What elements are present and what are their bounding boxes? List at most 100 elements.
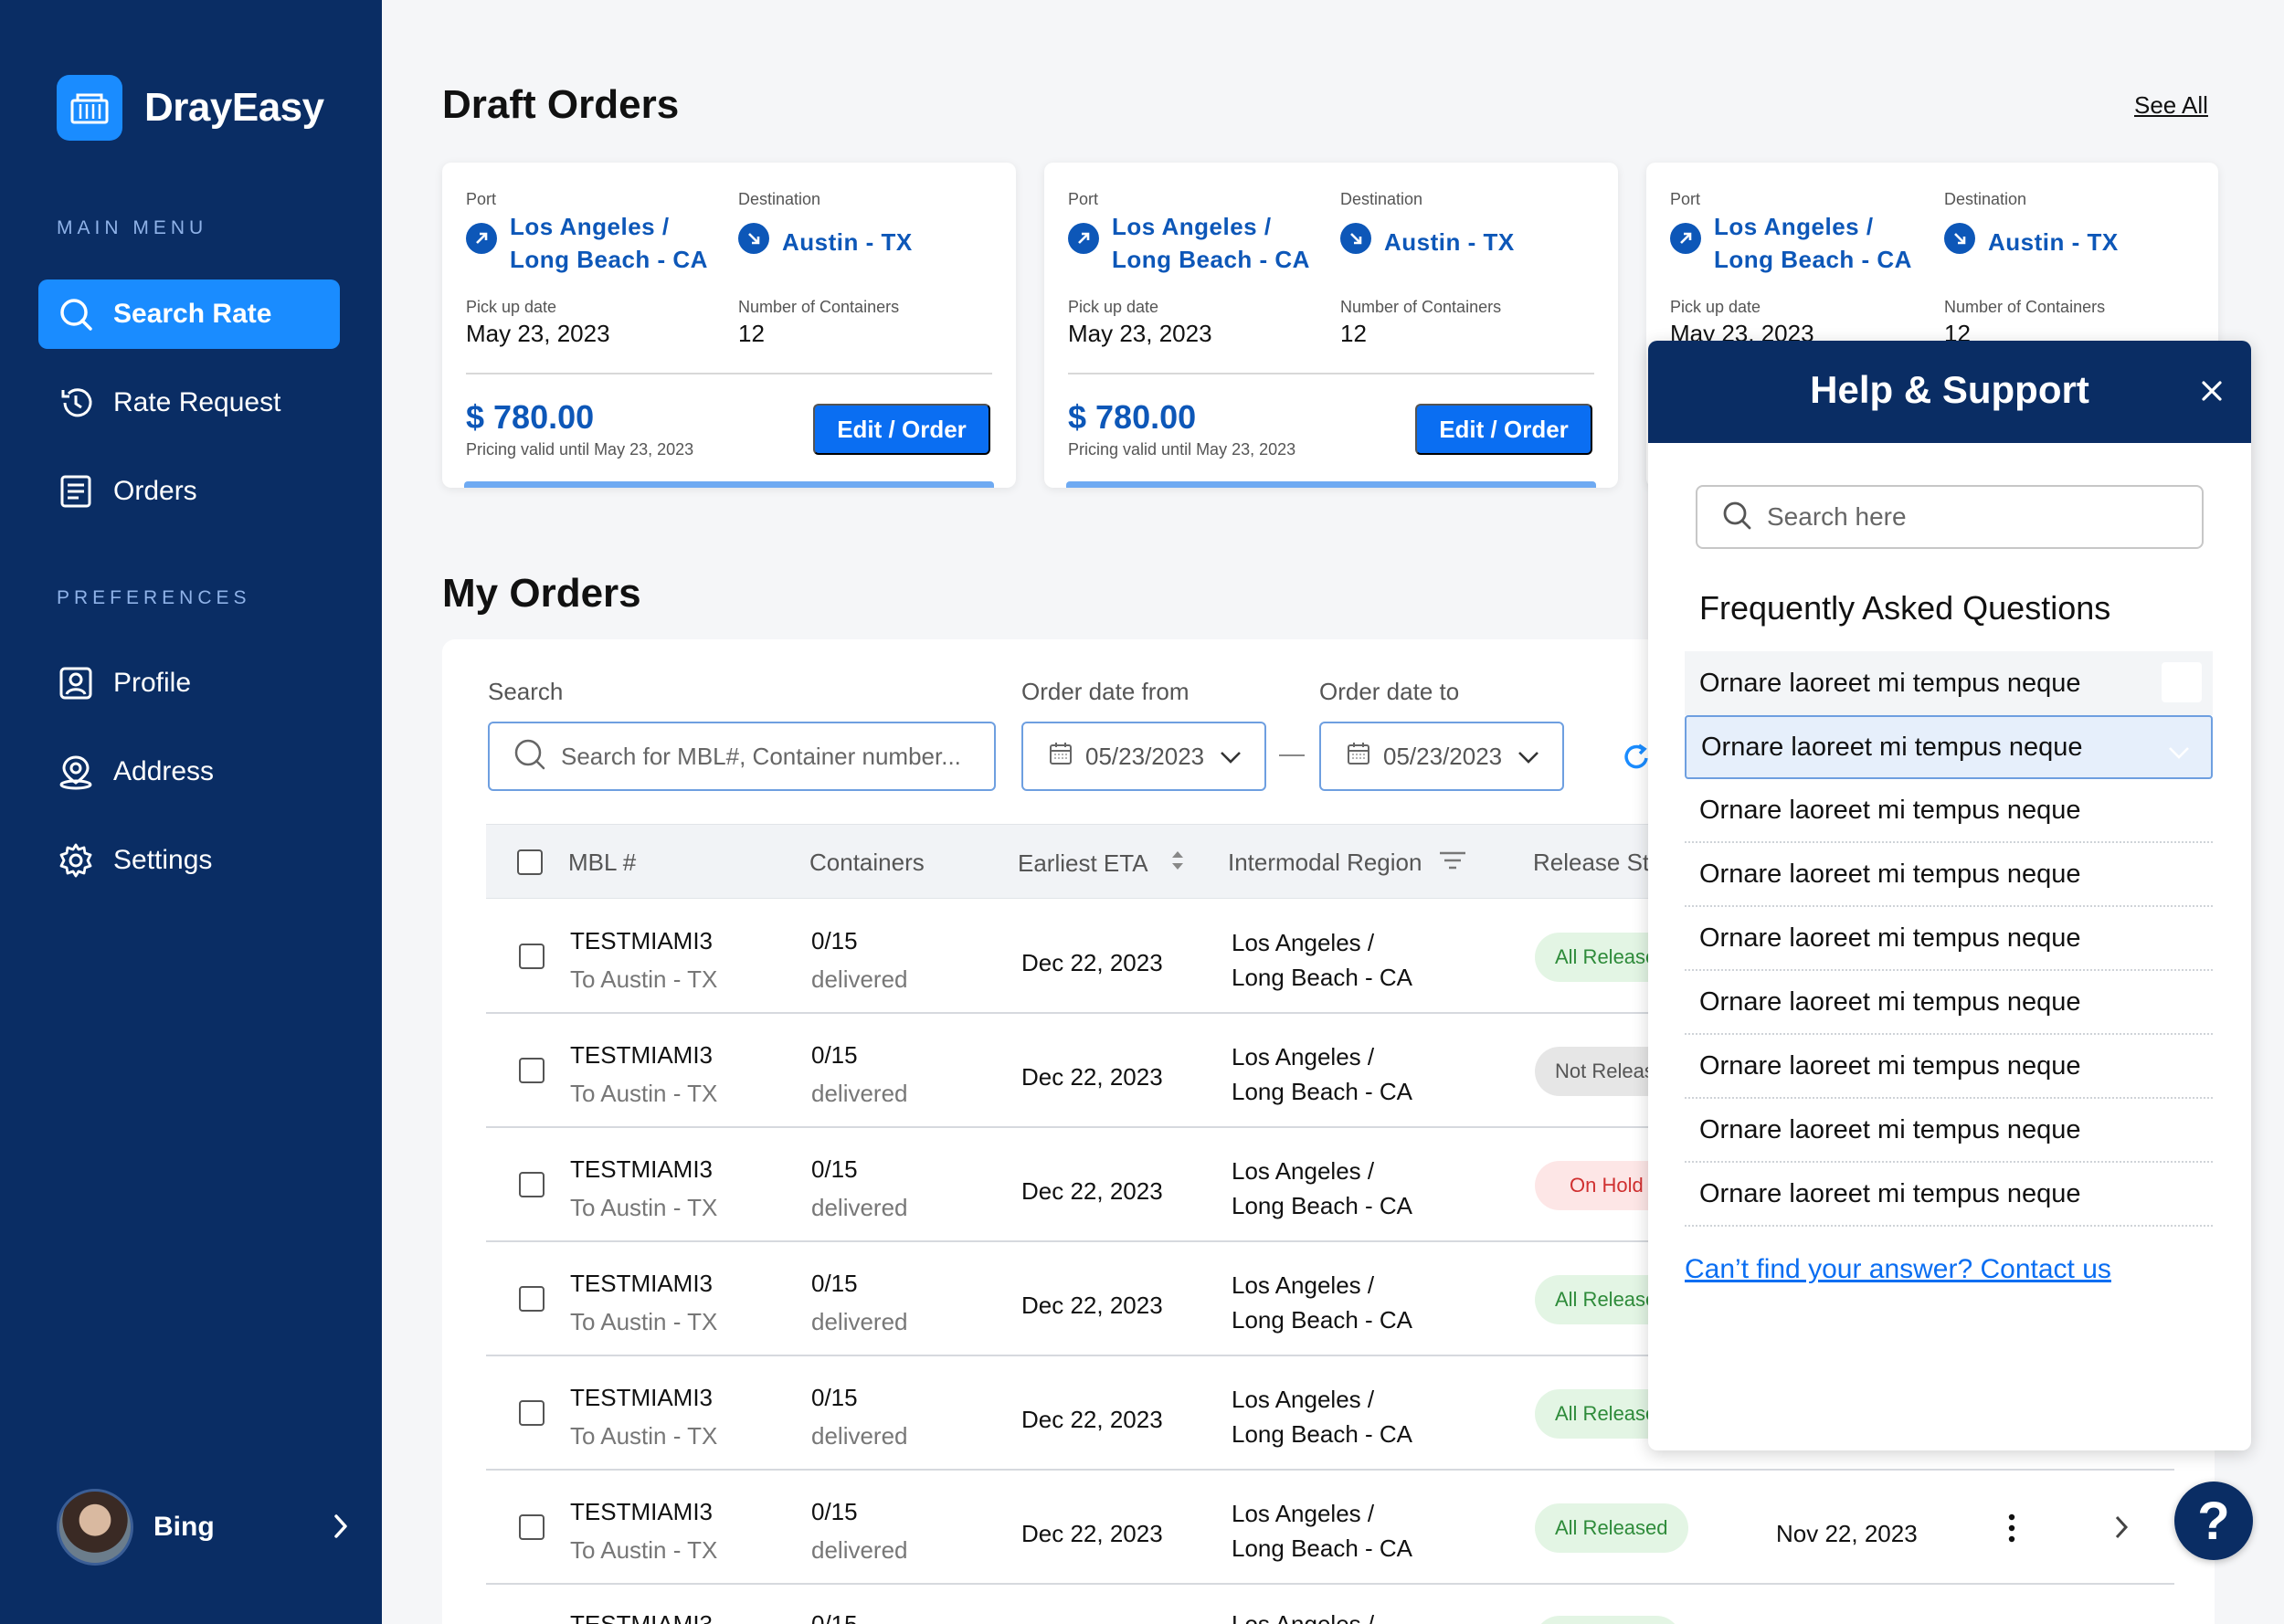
faq-item[interactable]: Ornare laoreet mi tempus neque (1685, 971, 2213, 1035)
faq-item[interactable]: Ornare laoreet mi tempus neque (1685, 1099, 2213, 1163)
price: $ 780.00 (1068, 398, 1197, 436)
date-range-dash (1279, 754, 1305, 756)
region-line1: Los Angeles / (1232, 1271, 1375, 1299)
region-line1: Los Angeles / (1232, 1386, 1375, 1413)
select-all-checkbox[interactable] (517, 849, 543, 875)
sidebar-item-settings[interactable]: Settings (38, 826, 340, 895)
faq-item[interactable]: Ornare laoreet mi tempus neque (1685, 1163, 2213, 1227)
row-checkbox[interactable] (519, 1286, 545, 1312)
destination: To Austin - TX (570, 1080, 718, 1107)
arrow-up-right-icon (466, 223, 497, 254)
port: Los Angeles / Long Beach - CA (466, 210, 708, 276)
table-row[interactable]: TESTMIAMI3 To Austin - TX 0/15 delivered… (486, 1128, 2174, 1242)
contact-us-link[interactable]: Can’t find your answer? Contact us (1685, 1254, 2111, 1284)
row-checkbox[interactable] (519, 944, 545, 969)
column-label: Intermodal Region (1228, 849, 1422, 876)
row-checkbox[interactable] (519, 1058, 545, 1083)
containers-count: 0/15 (811, 1384, 858, 1411)
faq-item[interactable]: Ornare laoreet mi tempus neque (1685, 907, 2213, 971)
destination: To Austin - TX (570, 1536, 718, 1564)
faq-item[interactable]: Ornare laoreet mi tempus neque (1685, 843, 2213, 907)
faq-question: Ornare laoreet mi tempus neque (1699, 795, 2081, 825)
faq-question: Ornare laoreet mi tempus neque (1699, 1114, 2081, 1144)
calendar-icon (1347, 742, 1370, 772)
draft-orders-title: Draft Orders (442, 82, 680, 127)
containers-count: 0/15 (811, 1498, 858, 1525)
column-header-release-status[interactable]: Release Sta (1533, 849, 1663, 876)
containers-count: 0/15 (811, 1270, 858, 1297)
user-menu[interactable]: Bing (57, 1489, 347, 1566)
sidebar-item-orders[interactable]: Orders (38, 457, 340, 526)
card-accent-bar (1066, 481, 1596, 488)
delivered-label: delivered (811, 1422, 908, 1450)
sidebar-item-label: Settings (113, 845, 213, 875)
faq-question: Ornare laoreet mi tempus neque (1699, 1178, 2081, 1208)
draft-order-card[interactable]: Port Los Angeles / Long Beach - CA Destin… (1044, 163, 1618, 488)
more-vertical-icon[interactable] (2006, 1513, 2017, 1548)
sidebar-item-label: Address (113, 756, 215, 786)
earliest-eta: Dec 22, 2023 (1021, 1520, 1163, 1547)
search-icon (57, 295, 95, 333)
sidebar-item-address[interactable]: Address (38, 737, 340, 807)
table-row[interactable]: TESTMIAMI3 To Austin - TX 0/15 delivered… (486, 1471, 2174, 1585)
pickup-date: May 23, 2023 (466, 320, 610, 347)
earliest-eta: Dec 22, 2023 (1021, 1177, 1163, 1205)
brand[interactable]: DrayEasy (57, 75, 324, 141)
sort-icon[interactable] (1170, 849, 1185, 879)
arrow-up-right-icon (1670, 223, 1701, 254)
column-header-mbl[interactable]: MBL # (568, 849, 637, 876)
refresh-icon[interactable] (1623, 742, 1650, 777)
order-date-from-picker[interactable]: 05/23/2023 (1021, 722, 1266, 791)
sidebar-item-profile[interactable]: Profile (38, 649, 340, 718)
orders-search-input[interactable]: Search for MBL#, Container number... (488, 722, 996, 791)
chevron-down-icon (1517, 743, 1540, 771)
status-badge: All Released (1535, 1503, 1688, 1553)
chevron-down-icon[interactable] (2167, 737, 2191, 767)
sidebar-item-label: Rate Request (113, 387, 281, 417)
region-line1: Los Angeles / (1232, 929, 1375, 956)
sidebar-item-search-rate[interactable]: Search Rate (38, 279, 340, 349)
pricing-valid: Pricing valid until May 23, 2023 (466, 440, 694, 459)
see-all-link[interactable]: See All (2134, 91, 2208, 119)
sidebar-item-rate-request[interactable]: Rate Request (38, 368, 340, 438)
region-line2: Long Beach - CA (1232, 1306, 1413, 1334)
chevron-right-icon[interactable] (329, 1511, 353, 1546)
order-date-to-picker[interactable]: 05/23/2023 (1319, 722, 1564, 791)
calendar-icon (1049, 742, 1073, 772)
chevron-right-icon[interactable] (2112, 1513, 2131, 1546)
draft-order-card[interactable]: Port Los Angeles / Long Beach - CA Destin… (442, 163, 1016, 488)
containers-label: Number of Containers (1944, 298, 2106, 316)
faq-question: Ornare laoreet mi tempus neque (1699, 986, 2081, 1017)
card-accent-bar (464, 481, 994, 488)
row-checkbox[interactable] (519, 1514, 545, 1540)
destination: To Austin - TX (570, 965, 718, 993)
price: $ 780.00 (466, 398, 595, 436)
row-checkbox[interactable] (519, 1172, 545, 1197)
column-header-containers[interactable]: Containers (809, 849, 925, 876)
order-date-from-value: 05/23/2023 (1085, 742, 1205, 770)
faq-toggle[interactable] (2162, 662, 2202, 702)
faq-title: Frequently Asked Questions (1699, 589, 2111, 627)
search-placeholder: Search for MBL#, Container number... (561, 742, 961, 770)
edit-order-button[interactable]: Edit / Order (813, 404, 990, 455)
port-line2: Long Beach - CA (510, 246, 708, 273)
close-icon[interactable] (2198, 377, 2226, 409)
faq-item[interactable]: Ornare laoreet mi tempus neque (1685, 1035, 2213, 1099)
faq-item[interactable]: Ornare laoreet mi tempus neque (1685, 779, 2213, 843)
column-header-earliest-eta[interactable]: Earliest ETA (1018, 849, 1185, 879)
faq-item[interactable]: Ornare laoreet mi tempus neque (1685, 715, 2213, 779)
faq-item[interactable]: Ornare laoreet mi tempus neque (1685, 651, 2213, 715)
row-checkbox[interactable] (519, 1400, 545, 1426)
search-icon (1721, 500, 1752, 535)
region-line1: Los Angeles / (1232, 1500, 1375, 1527)
filter-icon[interactable] (1438, 849, 1467, 877)
table-row[interactable]: TESTMIAMI3 To Austin - TX 0/15 delivered… (486, 1356, 2174, 1471)
help-button[interactable]: ? (2174, 1482, 2253, 1560)
pickup-label: Pick up date (466, 298, 557, 316)
table-row[interactable]: TESTMIAMI3 To Austin - TX 0/15 delivered… (486, 1242, 2174, 1356)
table-row[interactable]: TESTMIAMI3 0/15 Los Angeles / (486, 1585, 2174, 1624)
column-header-intermodal-region[interactable]: Intermodal Region (1228, 849, 1467, 877)
edit-order-button[interactable]: Edit / Order (1415, 404, 1592, 455)
region-line2: Long Beach - CA (1232, 964, 1413, 991)
help-search-input[interactable]: Search here (1696, 485, 2204, 549)
